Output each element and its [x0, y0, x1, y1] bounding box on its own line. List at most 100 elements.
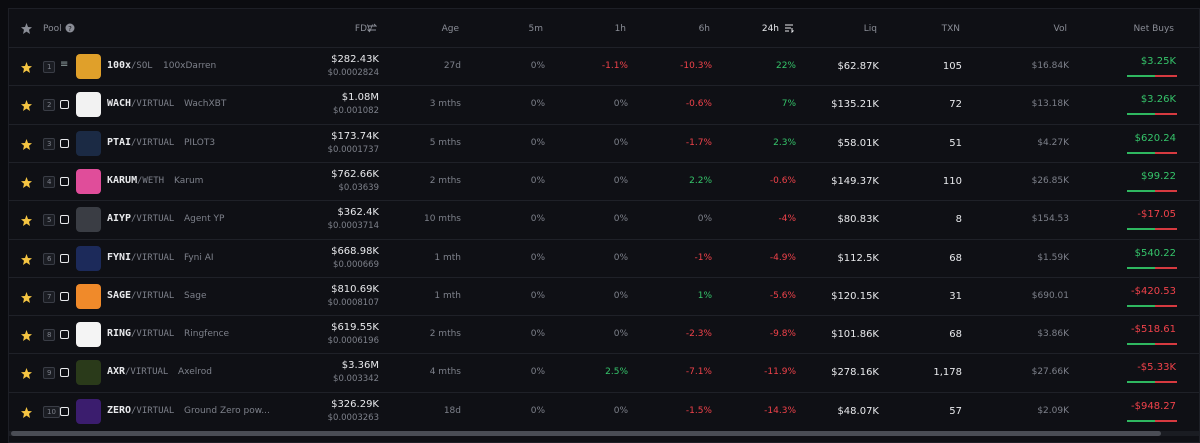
age: 1 mth [434, 290, 461, 301]
quote: /VIRTUAL [131, 214, 175, 225]
sell-bar [1155, 228, 1177, 231]
pool-row[interactable]: 9 AXR/VIRTUAL Axelrod $3.36M $0.003342 4 mths… [9, 353, 1199, 392]
txn: 68 [949, 252, 962, 264]
rank: 3 [43, 137, 56, 150]
help-icon: ? [65, 23, 75, 33]
favorite-star[interactable] [21, 62, 32, 73]
change-h6: -7.1% [685, 367, 712, 378]
header-net-buys[interactable]: Net Buys [1133, 24, 1174, 34]
rank: 7 [43, 290, 56, 303]
buy-bar [1127, 189, 1155, 192]
header-txn[interactable]: TXN [941, 24, 960, 34]
pool-row[interactable]: 7 SAGE/VIRTUAL Sage $810.69K $0.0008107 1 mth… [9, 276, 1199, 316]
symbol: ZERO [107, 404, 132, 416]
rank: 9 [43, 367, 56, 380]
liquidity: $80.83K [837, 214, 879, 226]
favorite-star[interactable] [21, 291, 32, 303]
liquidity: $112.5K [837, 252, 879, 264]
scrollbar-thumb[interactable] [11, 431, 1161, 436]
net-buys: $3.25K [1140, 56, 1176, 67]
token-avatar [76, 322, 101, 348]
txn: 51 [949, 137, 962, 149]
change-h1: 0% [613, 137, 628, 148]
quote: /VIRTUAL [125, 367, 169, 378]
pool-row[interactable]: 1 ≡ 100x/SOL 100xDarren $282.43K $0.0002824 27… [9, 47, 1199, 86]
rank: 8 [43, 329, 56, 342]
price: $0.0003714 [327, 221, 379, 232]
pool-row[interactable]: 4 KARUM/WETH Karum $762.66K $0.03639 2 mths 0%… [9, 161, 1199, 201]
token-name: PILOT3 [184, 137, 216, 148]
txn: 105 [942, 61, 962, 72]
change-h6: 2.2% [689, 175, 712, 186]
age: 2 mths [429, 175, 461, 186]
pool-row[interactable]: 5 AIYP/VIRTUAL Agent YP $362.4K $0.0003714 10… [9, 200, 1199, 239]
price: $0.001082 [333, 106, 379, 117]
txn: 1,178 [933, 367, 962, 379]
swap-icon[interactable] [367, 23, 377, 33]
chain-icon [60, 253, 69, 263]
change-h24: 2.3% [773, 137, 796, 148]
header-1h[interactable]: 1h [614, 24, 626, 34]
sell-bar [1155, 75, 1177, 77]
pool-row[interactable]: 8 RING/VIRTUAL Ringfence $619.55K $0.0006196… [9, 315, 1199, 354]
quote: /VIRTUAL [131, 99, 175, 110]
favorite-star[interactable] [21, 215, 32, 227]
symbol: RING [107, 328, 132, 340]
pool-row[interactable]: 3 PTAI/VIRTUAL PILOT3 $173.74K $0.0001737 5 m… [9, 123, 1199, 163]
symbol: KARUM [107, 174, 138, 186]
age: 27d [443, 61, 461, 71]
age: 10 mths [423, 214, 461, 225]
change-h24: -4% [778, 214, 796, 225]
change-h24: -0.6% [769, 175, 796, 186]
fdv: $282.43K [331, 54, 379, 65]
favorite-star[interactable] [21, 253, 32, 265]
header-fdv[interactable]: FDV [354, 24, 373, 34]
sell-bar [1155, 343, 1177, 346]
favorite-star[interactable] [21, 406, 32, 418]
symbol: SAGE [107, 289, 132, 301]
chain-icon [60, 100, 69, 110]
favorite-star[interactable] [21, 100, 32, 112]
chain-icon [60, 215, 69, 225]
header-24h[interactable]: 24h [761, 24, 779, 34]
rank: 5 [43, 214, 56, 227]
symbol: AXR [107, 366, 126, 378]
token-avatar [76, 245, 101, 271]
price: $0.003342 [333, 374, 379, 385]
header-liq[interactable]: Liq [863, 24, 877, 34]
volume: $4.27K [1037, 137, 1069, 148]
pool-row[interactable]: 6 FYNI/VIRTUAL Fyni AI $668.98K $0.000669 1 m… [9, 238, 1199, 278]
favorite-star[interactable] [21, 330, 32, 342]
txn: 72 [949, 99, 962, 111]
net-buys: -$518.61 [1131, 324, 1176, 336]
liquidity: $120.15K [831, 290, 879, 302]
price: $0.03639 [338, 182, 379, 193]
token-avatar [76, 54, 101, 79]
header-vol[interactable]: Vol [1053, 24, 1067, 34]
header-age[interactable]: Age [441, 24, 459, 34]
pool-row[interactable]: 10 ZERO/VIRTUAL Ground Zero pow... $326.29K… [9, 391, 1199, 431]
token-name: Sage [184, 290, 207, 301]
header-6h[interactable]: 6h [698, 24, 710, 34]
liquidity: $149.37K [831, 175, 879, 187]
sort-icon[interactable] [784, 23, 794, 33]
net-buys: -$948.27 [1131, 400, 1176, 412]
token-name: Ground Zero pow... [184, 405, 270, 416]
rank: 10 [43, 405, 60, 418]
volume: $26.85K [1031, 175, 1069, 186]
change-h6: -0.6% [685, 99, 712, 110]
quote: /VIRTUAL [131, 329, 175, 340]
pool-row[interactable]: 2 WACH/VIRTUAL WachXBT $1.08M $0.001082 3 mth… [9, 85, 1199, 124]
quote: /VIRTUAL [131, 290, 175, 301]
change-h6: 1% [697, 290, 712, 301]
fdv: $619.55K [331, 322, 379, 334]
volume: $16.84K [1031, 61, 1069, 71]
quote: /VIRTUAL [131, 252, 175, 263]
net-buys: $99.22 [1141, 170, 1176, 182]
buy-bar [1127, 75, 1155, 77]
change-h1: 0% [613, 290, 628, 301]
favorite-star[interactable] [21, 176, 32, 188]
favorite-star[interactable] [21, 368, 32, 380]
favorite-star[interactable] [21, 138, 32, 150]
header-5m[interactable]: 5m [528, 24, 544, 34]
